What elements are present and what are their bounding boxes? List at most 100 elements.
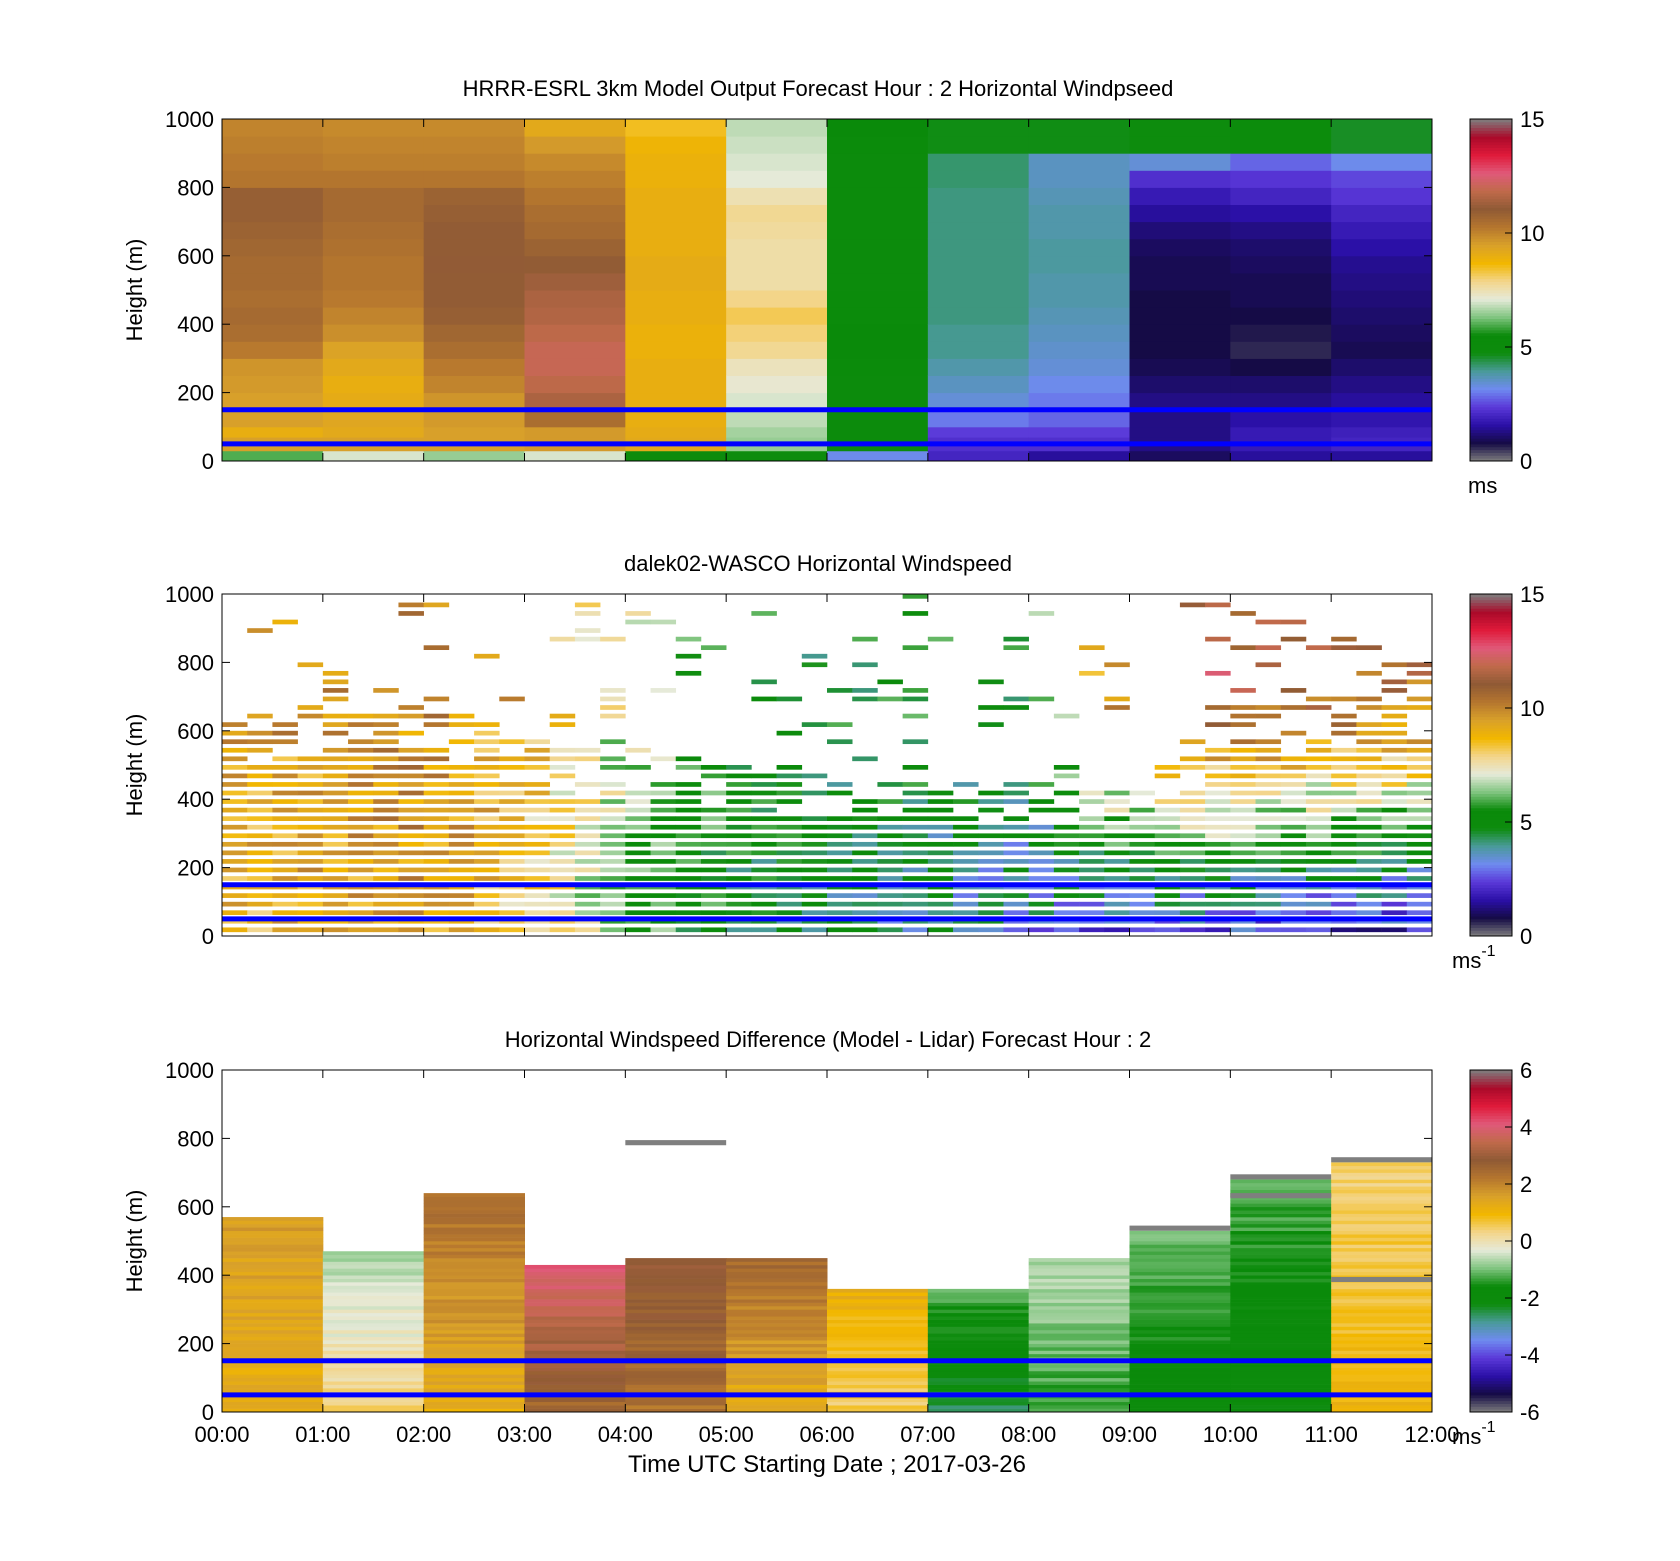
heatmap-cell xyxy=(524,765,551,770)
heatmap-cell xyxy=(1129,1278,1231,1283)
colorbar-segment xyxy=(1470,1246,1512,1251)
heatmap-cell xyxy=(726,341,828,359)
heatmap-cell xyxy=(1305,910,1332,916)
heatmap-cell xyxy=(675,841,702,847)
heatmap-cell xyxy=(1079,841,1105,847)
heatmap-cell xyxy=(1230,1333,1332,1338)
heatmap-cell xyxy=(423,1251,525,1255)
heatmap-cell xyxy=(1331,238,1433,257)
heatmap-cell xyxy=(1053,850,1080,856)
heatmap-cell xyxy=(322,1336,425,1341)
heatmap-cell xyxy=(978,679,1004,685)
heatmap-cell xyxy=(801,859,828,864)
heatmap-cell xyxy=(222,187,324,205)
heatmap-cell xyxy=(625,170,727,188)
heatmap-cell xyxy=(1179,756,1206,762)
colorbar-segment xyxy=(1470,1138,1512,1142)
colorbar-segment xyxy=(1470,372,1512,376)
colorbar-segment xyxy=(1470,1260,1512,1265)
heatmap-cell xyxy=(222,1230,324,1235)
heatmap-cell xyxy=(953,833,979,839)
heatmap-cell xyxy=(474,790,500,796)
heatmap-cell xyxy=(247,739,273,745)
heatmap-cell xyxy=(726,790,752,796)
heatmap-cell xyxy=(776,850,803,856)
heatmap-cell xyxy=(1129,807,1156,813)
colorbar-segment xyxy=(1470,366,1512,371)
colorbar-segment xyxy=(1470,272,1512,277)
heatmap-cell xyxy=(272,816,298,822)
heatmap-cell xyxy=(1381,824,1408,830)
heatmap-cell xyxy=(1129,1401,1231,1406)
heatmap-cell xyxy=(1381,747,1408,753)
heatmap-cell xyxy=(1356,705,1382,710)
heatmap-cell xyxy=(726,170,828,188)
heatmap-cell xyxy=(902,859,929,864)
x-tick-label: 10:00 xyxy=(1203,1422,1258,1447)
heatmap-cell xyxy=(574,927,601,933)
heatmap-bar xyxy=(1230,1193,1332,1199)
heatmap-cell xyxy=(1028,1364,1130,1368)
heatmap-cell xyxy=(902,713,929,719)
heatmap-cell xyxy=(297,910,324,916)
heatmap-cell xyxy=(474,739,500,745)
heatmap-cell xyxy=(927,375,1030,394)
heatmap-cell xyxy=(1280,790,1307,796)
colorbar-segment xyxy=(1470,1380,1512,1384)
heatmap-cell xyxy=(726,1398,828,1403)
heatmap-cell xyxy=(1230,341,1332,359)
heatmap-cell xyxy=(222,730,248,736)
heatmap-cell xyxy=(423,1374,525,1379)
heatmap-cell xyxy=(297,824,324,830)
panel-lidar-title: dalek02-WASCO Horizontal Windspeed xyxy=(624,551,1012,576)
heatmap-cell xyxy=(423,1196,525,1201)
colorbar-segment xyxy=(1470,642,1512,646)
heatmap-cell xyxy=(524,1299,626,1303)
heatmap-cell xyxy=(348,807,374,813)
heatmap-cell xyxy=(1230,1388,1332,1392)
heatmap-cell xyxy=(726,272,828,291)
heatmap-cell xyxy=(1230,765,1256,770)
heatmap-cell xyxy=(1230,1377,1332,1382)
heatmap-cell xyxy=(1331,910,1357,916)
heatmap-cell xyxy=(1028,1347,1130,1351)
heatmap-cell xyxy=(1331,1254,1433,1259)
colorbar-segment xyxy=(1470,1255,1512,1259)
heatmap-cell xyxy=(600,816,626,822)
heatmap-cell xyxy=(1381,662,1408,668)
heatmap-cell xyxy=(322,713,349,719)
heatmap-cell xyxy=(373,841,399,847)
heatmap-cell xyxy=(1381,705,1408,710)
heatmap-cell xyxy=(322,136,425,154)
heatmap-cell xyxy=(1205,807,1231,813)
heatmap-cell xyxy=(1331,272,1433,291)
heatmap-cell xyxy=(726,799,752,804)
colorbar-segment xyxy=(1470,295,1512,300)
panel-lidar-heatmap xyxy=(222,594,1433,933)
heatmap-cell xyxy=(827,341,929,359)
heatmap-cell xyxy=(927,1405,1030,1409)
heatmap-cell xyxy=(1079,824,1105,830)
heatmap-cell xyxy=(448,799,475,804)
heatmap-cell xyxy=(1129,1299,1231,1303)
heatmap-cell xyxy=(625,153,727,171)
heatmap-cell xyxy=(978,790,1004,796)
heatmap-cell xyxy=(751,850,777,856)
heatmap-cell xyxy=(1028,1401,1130,1406)
heatmap-cell xyxy=(1154,867,1181,873)
heatmap-cell xyxy=(322,893,349,898)
heatmap-cell xyxy=(1205,824,1231,830)
heatmap-cell xyxy=(524,1312,626,1317)
heatmap-cell xyxy=(1230,841,1256,847)
heatmap-cell xyxy=(1205,670,1231,676)
heatmap-cell xyxy=(222,799,248,804)
heatmap-cell xyxy=(625,1302,727,1307)
heatmap-cell xyxy=(222,841,248,847)
heatmap-cell xyxy=(222,790,248,796)
heatmap-cell xyxy=(650,867,677,873)
colorbar-segment xyxy=(1470,881,1512,886)
heatmap-bar xyxy=(1230,1174,1332,1180)
heatmap-cell xyxy=(222,255,324,274)
heatmap-cell xyxy=(272,790,298,796)
heatmap-cell xyxy=(222,1217,324,1221)
